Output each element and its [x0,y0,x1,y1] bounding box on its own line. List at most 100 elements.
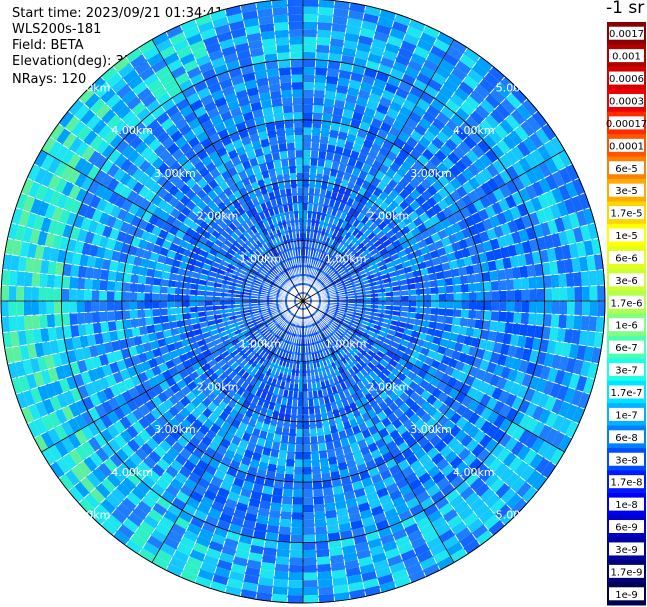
ppi-cell [282,358,288,367]
ppi-cell [254,362,262,371]
ppi-cell [277,313,285,319]
ppi-cell [561,244,572,260]
ppi-cell [388,189,399,201]
ppi-cell [441,330,451,341]
ppi-cell [344,379,353,389]
ppi-cell [38,301,47,315]
ppi-cell [514,242,525,256]
colorbar-label-bg [609,161,644,175]
ppi-cell [249,349,258,358]
ppi-cell [134,206,147,219]
ppi-cell [314,285,321,292]
ppi-cell [493,124,509,140]
ppi-cell [113,420,126,435]
ppi-cell [484,493,501,509]
ppi-cell [82,191,95,206]
ppi-cell [272,487,284,497]
ppi-cell [344,140,355,151]
ppi-cell [451,368,462,380]
ppi-cell [514,125,529,142]
ppi-cell [509,255,520,268]
ppi-cell [273,320,281,327]
ppi-cell [323,331,330,339]
ppi-cell [496,139,511,155]
ppi-cell [33,150,48,168]
ppi-cell [288,282,295,290]
ppi-cell [125,176,139,190]
ppi-cell [282,420,291,429]
ppi-cell [397,441,410,453]
ppi-cell [191,277,200,285]
ppi-cell [516,481,532,499]
ppi-cell [374,275,384,282]
ppi-cell [96,390,108,404]
ppi-cell [368,498,382,510]
ppi-cell [174,453,188,466]
ppi-cell [14,224,26,242]
ppi-cell [195,225,206,236]
ppi-cell [425,334,435,343]
ppi-cell [486,424,500,439]
ppi-cell [168,272,178,281]
ppi-cell [505,165,519,181]
ppi-cell [306,376,312,384]
ppi-cell [314,518,327,528]
ppi-cell [385,229,395,239]
ppi-cell [273,14,289,24]
ppi-cell [112,467,127,483]
ppi-cell [350,357,359,366]
ppi-cell [517,253,527,267]
ppi-cell [329,554,345,564]
ppi-cell [84,92,101,110]
ppi-cell [429,434,442,447]
ppi-cell [120,347,131,360]
ppi-cell [565,228,577,245]
ppi-cell [91,278,101,291]
ppi-cell [376,350,386,359]
ppi-cell [285,405,292,414]
ppi-cell [336,375,345,384]
ppi-cell [280,82,292,91]
ppi-cell [67,168,81,185]
ppi-cell [137,238,148,250]
colorbar-label-bg [609,116,644,130]
ppi-cell [467,163,481,177]
ppi-cell [478,508,495,524]
ppi-cell [332,323,340,330]
ppi-cell [407,312,416,319]
ppi-cell [313,284,320,291]
ppi-cell [464,491,480,507]
ppi-cell [137,352,148,364]
ppi-cell [364,240,374,249]
ppi-cell [392,310,401,317]
ppi-cell [263,331,271,339]
ppi-cell [314,344,320,353]
ppi-cell [84,492,101,510]
ppi-cell [25,257,35,273]
ppi-cell [179,484,194,498]
ppi-cell [262,485,274,495]
ppi-cell [255,388,264,398]
ppi-cell [217,487,230,499]
ppi-cell [156,174,169,187]
ppi-cell [188,355,199,366]
ppi-cell [40,327,50,343]
ppi-cell [568,373,581,390]
ppi-cell [468,282,477,293]
ppi-cell [58,209,71,225]
ppi-cell [260,327,268,335]
ppi-cell [422,58,439,73]
ppi-cell [518,399,531,415]
ppi-cell [437,315,446,324]
ppi-cell [389,68,405,81]
ppi-cell [219,512,234,524]
ppi-cell [257,372,266,382]
ppi-cell [215,342,225,351]
ppi-cell [155,330,165,341]
ppi-cell [458,81,475,96]
ppi-cell [42,398,55,415]
ppi-cell [350,392,360,402]
ppi-cell [266,289,275,294]
ppi-cell [418,117,432,130]
ppi-cell [415,306,424,314]
